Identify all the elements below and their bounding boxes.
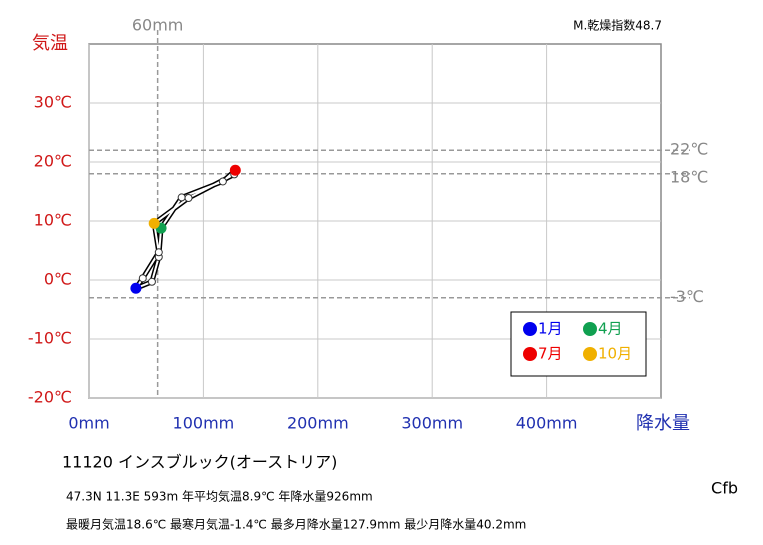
y-tick-label: 20℃: [34, 152, 72, 171]
legend-label: 7月: [538, 345, 563, 363]
y-tick-label: -20℃: [28, 388, 72, 407]
legend-label: 10月: [598, 345, 632, 363]
y-tick-label: 0℃: [44, 270, 72, 289]
month-point: [148, 217, 160, 229]
legend-swatch: [523, 322, 537, 336]
reference-label: 60mm: [132, 16, 184, 35]
x-tick-label: 0mm: [68, 414, 109, 433]
legend-label: 4月: [598, 320, 623, 338]
month-point: [130, 282, 142, 294]
info-line: 最暖月気温18.6℃ 最寒月気温-1.4℃ 最多月降水量127.9mm 最少月降…: [66, 517, 526, 532]
legend-swatch: [523, 347, 537, 361]
month-point: [154, 248, 163, 257]
x-tick-label: 100mm: [173, 414, 235, 433]
month-point: [138, 274, 147, 283]
y-tick-label: 10℃: [34, 211, 72, 230]
legend-swatch: [583, 322, 597, 336]
reference-label: -3℃: [670, 287, 704, 306]
y-axis-label: 気温: [32, 33, 68, 54]
month-point: [218, 177, 227, 186]
x-tick-label: 200mm: [287, 414, 349, 433]
y-tick-label: -10℃: [28, 329, 72, 348]
x-tick-label: 400mm: [516, 414, 578, 433]
month-point: [147, 277, 156, 286]
month-point: [229, 164, 241, 176]
legend-box: [510, 311, 647, 377]
y-tick-label: 30℃: [34, 93, 72, 112]
month-point: [184, 193, 193, 202]
legend-swatch: [583, 347, 597, 361]
month-point: [177, 193, 186, 202]
reference-label: 22℃: [670, 140, 708, 159]
info-line: 47.3N 11.3E 593m 年平均気温8.9℃ 年降水量926mm: [66, 489, 373, 504]
legend-label: 1月: [538, 320, 563, 338]
reference-label: 18℃: [670, 167, 708, 186]
x-tick-label: 300mm: [401, 414, 463, 433]
dryness-index: M.乾燥指数48.7: [573, 18, 662, 33]
station: 11120 インスブルック(オーストリア): [62, 453, 337, 472]
x-axis-label: 降水量: [636, 413, 690, 434]
climate-class: Cfb: [711, 479, 738, 498]
